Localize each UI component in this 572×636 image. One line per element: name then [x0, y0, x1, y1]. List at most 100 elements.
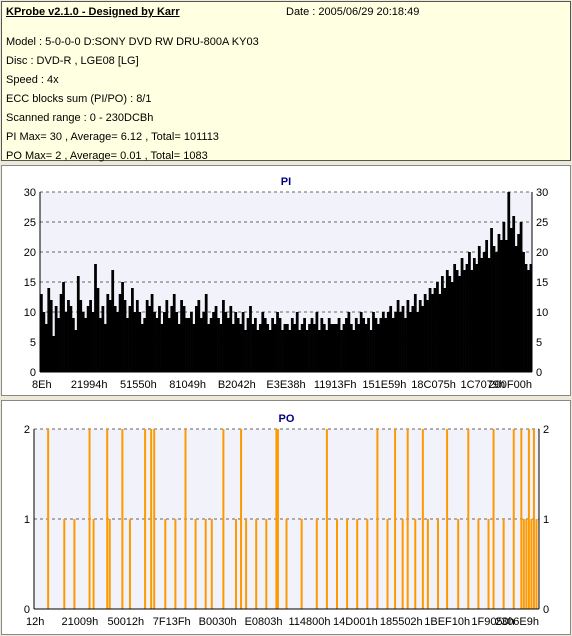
pi-bar	[118, 294, 122, 372]
x-tick-label: E0803h	[245, 616, 283, 628]
pi-bar	[165, 300, 169, 372]
pi-bar	[325, 330, 329, 372]
pi-bar	[153, 312, 156, 372]
pi-bar	[273, 324, 277, 372]
pi-bar	[367, 318, 370, 372]
pi-bar	[182, 306, 186, 372]
pi-bar	[276, 312, 279, 372]
pi-bar	[347, 312, 351, 372]
po-bar	[194, 519, 197, 609]
po-stats-line: PO Max= 2 , Average= 0.01 , Total= 1083	[6, 150, 208, 162]
pi-bar	[453, 264, 457, 372]
pi-bar	[148, 306, 151, 372]
pi-bar	[283, 324, 287, 372]
pi-bar	[76, 276, 80, 372]
y-tick-label-right: 0	[543, 604, 549, 616]
po-bar	[153, 429, 156, 609]
po-bar	[265, 519, 268, 609]
pi-bar	[251, 324, 255, 372]
pi-bar	[258, 324, 262, 372]
po-bar	[520, 429, 523, 609]
po-chart-panel: 0 0 1 1 2 2 PO 12h 21009h 50012h 7F13Fh B0030h E0803…	[1, 400, 571, 635]
pi-bar	[116, 312, 120, 372]
pi-bar	[480, 258, 484, 372]
pi-bar	[94, 264, 97, 372]
pi-bar	[175, 312, 179, 372]
pi-bar	[261, 312, 265, 372]
pi-bar	[411, 306, 415, 372]
pi-bar	[436, 282, 439, 372]
x-tick-label: 1F9050h	[471, 616, 514, 628]
pi-bar	[377, 324, 380, 372]
pi-bar	[103, 324, 107, 372]
pi-bar	[155, 318, 159, 372]
pi-bar	[44, 324, 48, 372]
po-bar	[437, 519, 439, 609]
pi-bar	[495, 252, 498, 372]
pi-bar	[315, 312, 319, 372]
pi-bar	[190, 312, 193, 372]
po-bar	[144, 429, 147, 609]
po-bar	[527, 429, 530, 609]
pi-bar	[172, 294, 176, 372]
pi-bar	[440, 276, 444, 372]
pi-bar	[135, 300, 139, 372]
y-tick-label-right: 30	[536, 187, 548, 199]
x-tick-label: 21009h	[62, 616, 99, 628]
pi-bar	[369, 330, 373, 372]
pi-bar	[337, 318, 341, 372]
pi-bar	[418, 300, 422, 372]
pi-bar	[482, 252, 486, 372]
pi-bar	[313, 324, 316, 372]
pi-bar	[59, 294, 63, 372]
po-bar	[108, 519, 111, 609]
chart-title: PO	[279, 413, 295, 425]
po-bar	[325, 429, 328, 609]
pi-bar	[271, 318, 274, 372]
pi-bar	[472, 258, 476, 372]
po-bar	[492, 429, 495, 609]
pi-bar	[485, 240, 489, 372]
po-bar	[276, 429, 279, 609]
pi-bar	[54, 306, 58, 372]
pi-bar	[458, 276, 461, 372]
pi-bar	[374, 318, 378, 372]
pi-bar	[133, 312, 137, 372]
y-tick-label-left: 2	[24, 424, 30, 436]
pi-bar	[111, 270, 115, 372]
pi-bar	[244, 330, 247, 372]
po-bar	[300, 519, 303, 609]
pi-bar	[504, 240, 508, 372]
pi-bar	[91, 312, 95, 372]
x-tick-label: 1C7079h	[460, 379, 505, 391]
pi-bar	[160, 324, 164, 372]
pi-bar	[199, 318, 203, 372]
pi-bar	[286, 324, 289, 372]
pi-stats-line: PI Max= 30 , Average= 6.12 , Total= 1011…	[6, 131, 219, 143]
pi-bar	[49, 300, 53, 372]
pi-bar	[455, 270, 459, 372]
pi-bar	[99, 318, 102, 372]
pi-bar	[431, 294, 434, 372]
pi-bar	[62, 282, 65, 372]
scanned-range-line: Scanned range : 0 - 230DCBh	[6, 112, 154, 124]
y-tick-label-left: 20	[24, 247, 36, 259]
pi-bar	[465, 264, 469, 372]
pi-bar	[212, 312, 215, 372]
pi-bar	[357, 324, 361, 372]
pi-bar	[209, 318, 213, 372]
pi-bar	[163, 312, 166, 372]
pi-bar	[40, 294, 43, 372]
po-bar	[512, 429, 515, 609]
pi-bar	[231, 324, 235, 372]
po-bar	[235, 519, 237, 609]
pi-bar	[246, 318, 250, 372]
pi-bar	[222, 300, 225, 372]
disc-line: Disc : DVD-R , LGE08 [LG]	[6, 55, 139, 67]
pi-bar	[42, 312, 46, 372]
pi-bar	[256, 330, 260, 372]
pi-bar	[340, 330, 343, 372]
pi-bar	[438, 294, 442, 372]
po-bar	[406, 429, 409, 609]
po-bar	[315, 519, 318, 609]
